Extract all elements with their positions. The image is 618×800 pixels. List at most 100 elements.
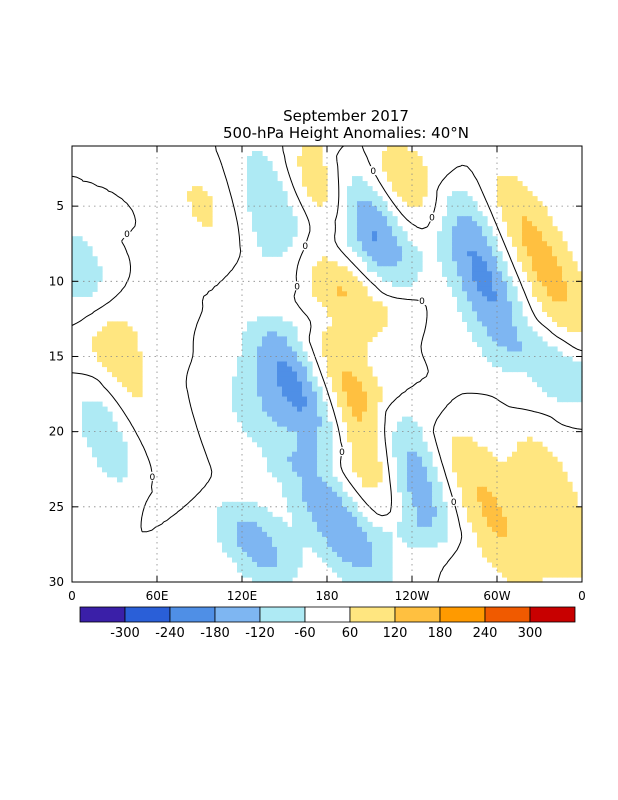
anomaly-cell xyxy=(102,336,108,343)
anomaly-cell xyxy=(497,316,503,322)
anomaly-cell xyxy=(317,551,323,558)
anomaly-cell xyxy=(117,451,123,458)
anomaly-cell xyxy=(82,276,88,282)
anomaly-cell xyxy=(277,381,283,388)
anomaly-cell xyxy=(377,226,383,232)
anomaly-cell xyxy=(567,371,573,378)
anomaly-cell xyxy=(282,371,288,378)
anomaly-cell xyxy=(292,386,298,393)
anomaly-cell xyxy=(422,536,428,543)
anomaly-cell xyxy=(502,506,508,513)
anomaly-cell xyxy=(362,301,368,307)
anomaly-cell xyxy=(307,381,313,388)
anomaly-cell xyxy=(507,321,513,328)
anomaly-cell xyxy=(267,521,273,528)
anomaly-cell xyxy=(102,361,108,368)
anomaly-cell xyxy=(492,246,498,252)
anomaly-cell xyxy=(282,571,288,578)
anomaly-cell xyxy=(287,536,293,543)
anomaly-cell xyxy=(497,526,503,533)
anomaly-cell xyxy=(112,321,118,328)
anomaly-cell xyxy=(462,231,468,237)
contour-label: 0 xyxy=(124,230,130,240)
anomaly-cell xyxy=(87,421,93,428)
anomaly-cell xyxy=(277,561,283,568)
anomaly-cell xyxy=(337,271,343,277)
anomaly-cell xyxy=(262,351,268,358)
anomaly-cell xyxy=(257,511,263,518)
anomaly-cell xyxy=(497,186,503,192)
anomaly-cell xyxy=(477,486,483,493)
anomaly-cell xyxy=(517,466,523,473)
anomaly-cell xyxy=(262,241,268,247)
anomaly-cell xyxy=(92,431,98,438)
anomaly-cell xyxy=(407,526,413,533)
anomaly-cell xyxy=(522,551,528,558)
anomaly-cell xyxy=(497,201,503,207)
anomaly-cell xyxy=(347,436,353,443)
anomaly-cell xyxy=(402,421,408,428)
anomaly-cell xyxy=(517,476,523,483)
anomaly-cell xyxy=(352,191,358,197)
anomaly-cell xyxy=(317,426,323,433)
anomaly-cell xyxy=(472,511,478,518)
anomaly-cell xyxy=(217,531,223,538)
anomaly-cell xyxy=(307,471,313,478)
anomaly-cell xyxy=(527,536,533,543)
anomaly-cell xyxy=(397,481,403,488)
anomaly-cell xyxy=(307,396,313,403)
anomaly-cell xyxy=(337,281,343,287)
anomaly-cell xyxy=(347,556,353,563)
anomaly-cell xyxy=(407,431,413,438)
anomaly-cell xyxy=(277,241,283,247)
anomaly-cell xyxy=(77,261,83,267)
anomaly-cell xyxy=(252,401,258,408)
anomaly-cell xyxy=(522,331,528,338)
anomaly-cell xyxy=(502,486,508,493)
anomaly-cell xyxy=(547,451,553,458)
anomaly-cell xyxy=(232,396,238,403)
contour-label: 0 xyxy=(302,242,308,252)
anomaly-cell xyxy=(107,421,113,428)
anomaly-cell xyxy=(132,366,138,373)
anomaly-cell xyxy=(367,436,373,443)
anomaly-cell xyxy=(322,186,328,192)
anomaly-cell xyxy=(302,536,308,543)
anomaly-cell xyxy=(327,471,333,478)
anomaly-cell xyxy=(262,201,268,207)
anomaly-cell xyxy=(467,496,473,503)
anomaly-cell xyxy=(537,256,543,262)
anomaly-cell xyxy=(532,256,538,262)
anomaly-cell xyxy=(572,271,578,277)
anomaly-cell xyxy=(332,531,338,538)
anomaly-cell xyxy=(302,466,308,473)
anomaly-cell xyxy=(252,511,258,518)
anomaly-cell xyxy=(197,216,203,222)
anomaly-cell xyxy=(422,166,428,172)
anomaly-cell xyxy=(337,306,343,312)
anomaly-cell xyxy=(357,566,363,573)
anomaly-cell xyxy=(482,231,488,237)
anomaly-cell xyxy=(557,276,563,282)
anomaly-cell xyxy=(87,276,93,282)
anomaly-cell xyxy=(482,266,488,272)
anomaly-cell xyxy=(422,496,428,503)
anomaly-cell xyxy=(287,211,293,217)
anomaly-cell xyxy=(497,301,503,307)
anomaly-cell xyxy=(477,246,483,252)
anomaly-cell xyxy=(232,376,238,383)
anomaly-cell xyxy=(307,441,313,448)
anomaly-cell xyxy=(392,166,398,172)
anomaly-cell xyxy=(572,311,578,317)
anomaly-cell xyxy=(492,481,498,488)
anomaly-cell xyxy=(442,261,448,267)
anomaly-cell xyxy=(297,471,303,478)
anomaly-cell xyxy=(527,236,533,242)
anomaly-cell xyxy=(487,346,493,353)
anomaly-cell xyxy=(312,496,318,503)
anomaly-cell xyxy=(377,271,383,277)
anomaly-cell xyxy=(232,401,238,408)
anomaly-cell xyxy=(317,166,323,172)
anomaly-cell xyxy=(482,351,488,358)
anomaly-cell xyxy=(537,546,543,553)
